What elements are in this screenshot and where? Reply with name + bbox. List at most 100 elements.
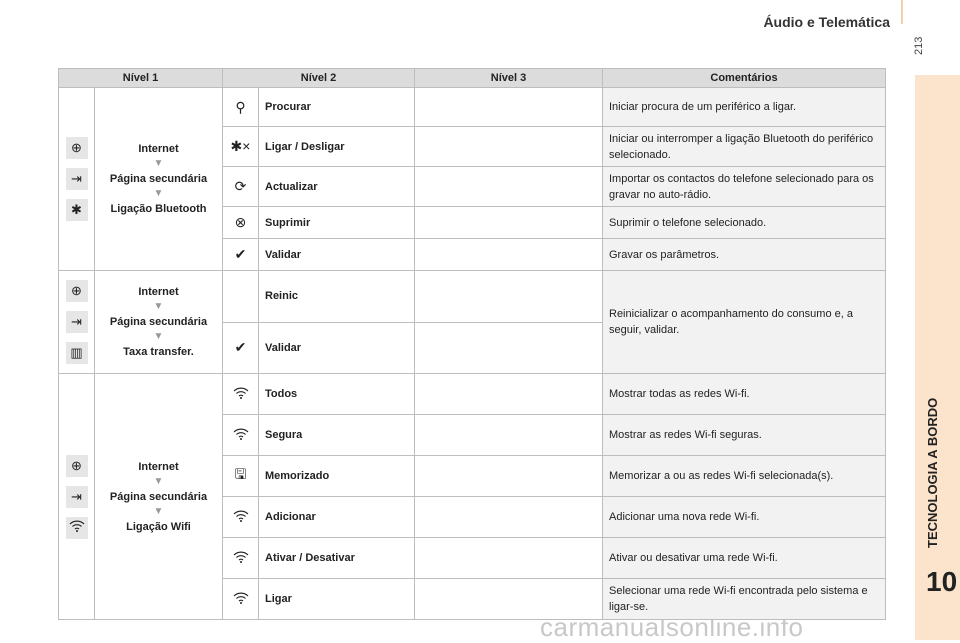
level1-icons-cell: ⊕ ⇥ ▥ <box>58 270 95 374</box>
check-icon: ✔ <box>234 339 247 356</box>
wifi-connect-icon <box>233 591 249 607</box>
level3-cell <box>414 455 603 497</box>
level3-cell <box>414 373 603 415</box>
level1-path-step: Internet <box>138 143 179 155</box>
level2-icon-cell: 🖫 <box>222 455 259 497</box>
level3-cell <box>414 87 603 127</box>
save-icon: 🖫 <box>234 466 247 482</box>
level2-label: Ligar / Desligar <box>258 126 415 167</box>
chapter-sidebar <box>915 75 960 640</box>
level3-cell <box>414 321 603 374</box>
col-header-level2: Nível 2 <box>222 68 415 88</box>
arrow-down-icon: ▼ <box>153 158 164 169</box>
level1-path-step: Internet <box>138 460 179 473</box>
level2-label: Procurar <box>258 87 415 127</box>
level2-label: Actualizar <box>258 166 415 207</box>
table-row: ✔ Validar <box>59 321 886 374</box>
table-row: ⟳ Actualizar Importar os contactos do tele… <box>59 166 886 207</box>
col-header-level1: Nível 1 <box>58 68 223 88</box>
level2-label: Validar <box>258 238 415 271</box>
level3-cell <box>414 578 603 620</box>
chapter-number: 10 <box>926 566 958 597</box>
comment-cell: Iniciar ou interromper a ligação Bluetoo… <box>602 126 886 167</box>
comment-cell: Importar os contactos do telefone seleci… <box>602 166 886 207</box>
comment-cell: Adicionar uma nova rede Wi-fi. <box>602 496 886 538</box>
table-header-row: Nível 1 Nível 2 Nível 3 Comentários <box>58 68 886 88</box>
comment-cell: Gravar os parâmetros. <box>602 238 886 271</box>
level2-label: Segura <box>258 414 415 456</box>
comment-cell: Reinicializar o acompanhamento do consum… <box>602 270 886 374</box>
level2-label: Reinic <box>258 270 415 323</box>
level2-label: Memorizado <box>258 455 415 497</box>
bluetooth-connect-icon: ✱× <box>230 138 251 154</box>
level3-cell <box>414 270 603 323</box>
page-number: 213 <box>913 36 925 55</box>
level3-cell <box>414 206 603 239</box>
comment-cell: Mostrar todas as redes Wi-fi. <box>602 373 886 415</box>
comment-cell: Ativar ou desativar uma rede Wi-fi. <box>602 537 886 579</box>
level2-icon-cell: ⟳ <box>222 166 259 207</box>
level1-path-cell: Internet ▼ Página secundária ▼ Taxa transfer… <box>94 270 223 374</box>
level2-icon-cell <box>222 496 259 538</box>
level2-icon-cell: ⚲ <box>222 87 259 127</box>
data-transfer-icon: ▥ <box>65 342 88 364</box>
level2-icon-cell <box>222 270 259 323</box>
bluetooth-search-icon: ⚲ <box>235 98 246 115</box>
level3-cell <box>414 166 603 207</box>
level1-path-cell: Internet ▼ Página secundária ▼ Ligação Wifi <box>94 373 223 620</box>
level2-icon-cell <box>222 578 259 620</box>
table-row: ⊕ ⇥ ✱ Internet ▼ Página secundária ▼ Ligação Bl… <box>58 87 886 271</box>
chapter-title: TECNOLOGIA A BORDO <box>925 397 940 548</box>
level1-icons-cell: ⊕ ⇥ <box>58 373 95 620</box>
comment-cell: Mostrar as redes Wi-fi seguras. <box>602 414 886 456</box>
table-row: Adicionar Adicionar uma nova rede Wi-fi. <box>59 496 886 538</box>
level2-label: Suprimir <box>258 206 415 239</box>
arrow-down-icon: ▼ <box>153 188 164 199</box>
table-row: Segura Mostrar as redes Wi-fi seguras. <box>59 414 886 456</box>
level1-path-cell: Internet ▼ Página secundária ▼ Ligação Bluet… <box>94 87 223 271</box>
bluetooth-icon: ✱ <box>65 199 88 221</box>
level3-cell <box>414 496 603 538</box>
wifi-toggle-icon <box>233 550 249 566</box>
settings-table: Nível 1 Nível 2 Nível 3 Comentários ⊕ ⇥ ✱ I… <box>58 68 886 620</box>
secondary-page-icon: ⇥ <box>65 311 88 333</box>
level2-icon-cell <box>222 537 259 579</box>
level2-icon-cell: ⊗ <box>222 206 259 239</box>
secondary-page-icon: ⇥ <box>65 485 88 508</box>
level1-path-step: Taxa transfer. <box>123 346 194 358</box>
level2-label: Todos <box>258 373 415 415</box>
level3-cell <box>414 537 603 579</box>
comment-cell: Selecionar uma rede Wi-fi encontrada pel… <box>602 578 886 620</box>
arrow-down-icon: ▼ <box>153 301 164 312</box>
comment-cell: Memorizar a ou as redes Wi-fi selecionad… <box>602 455 886 497</box>
table-row: 🖫 Memorizado Memorizar a ou as redes Wi-fi… <box>59 455 886 497</box>
arrow-down-icon: ▼ <box>153 475 164 487</box>
table-row: ✱× Ligar / Desligar Iniciar ou interromper… <box>59 126 886 167</box>
level2-icon-cell <box>222 373 259 415</box>
table-row: ✔ Validar Gravar os parâmetros. <box>59 238 886 271</box>
table-row: ⊕ ⇥ ▥ Internet ▼ Página secundária ▼ Taxa trans… <box>58 270 886 374</box>
table-row: Ligar Selecionar uma rede Wi-fi encontrad… <box>59 578 886 620</box>
level2-icon-cell: ✔ <box>222 238 259 271</box>
table-row: ⊕ ⇥ Internet ▼ Página secundária ▼ Ligação Wif… <box>58 373 886 620</box>
globe-icon: ⊕ <box>65 280 88 302</box>
page-header-title: Áudio e Telemática <box>763 14 890 30</box>
globe-icon: ⊕ <box>65 137 88 159</box>
arrow-down-icon: ▼ <box>153 505 164 517</box>
wifi-icon <box>233 386 249 402</box>
wifi-add-icon <box>233 509 249 525</box>
globe-icon: ⊕ <box>65 454 88 477</box>
level2-icon-cell <box>222 414 259 456</box>
bluetooth-delete-icon: ⊗ <box>234 214 247 230</box>
level1-path-step: Ligação Bluetooth <box>110 203 207 215</box>
comment-cell: Iniciar procura de um periférico a ligar… <box>602 87 886 127</box>
level2-label: Adicionar <box>258 496 415 538</box>
secondary-page-icon: ⇥ <box>65 168 88 190</box>
col-header-comments: Comentários <box>602 68 886 88</box>
comment-cell: Suprimir o telefone selecionado. <box>602 206 886 239</box>
level2-label: Validar <box>258 321 415 374</box>
level1-path-step: Página secundária <box>109 490 208 503</box>
level3-cell <box>414 126 603 167</box>
arrow-down-icon: ▼ <box>153 331 164 342</box>
level1-path-step: Ligação Wifi <box>126 520 191 533</box>
